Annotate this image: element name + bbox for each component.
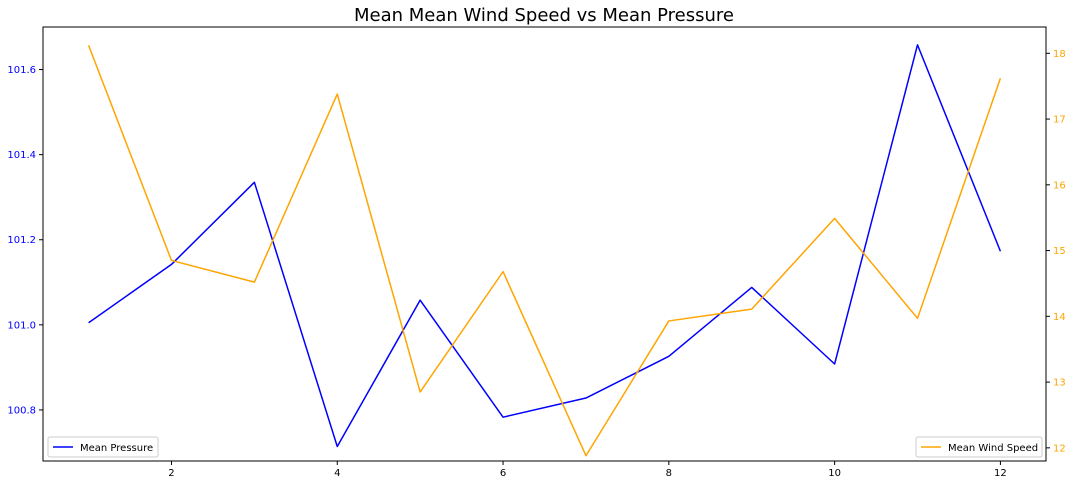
right-y-tick-label: 16 (1053, 180, 1066, 191)
chart-title: Mean Mean Wind Speed vs Mean Pressure (354, 5, 734, 26)
plot-area (87, 44, 1002, 457)
x-tick-label: 12 (994, 468, 1007, 479)
legend-box (47, 436, 159, 458)
axes: 2 4 6 8 10 12 100.8 101.0 101.2 101.4 101.6 12 13 14 1… (7, 49, 1065, 479)
x-tick-label: 8 (666, 468, 672, 479)
legends: Mean Pressure Mean Wind Speed (47, 436, 1043, 458)
x-tick-label: 4 (334, 468, 340, 479)
right-y-tick-label: 13 (1053, 378, 1066, 389)
left-y-tick-label: 101.0 (7, 320, 36, 331)
x-tick-label: 6 (500, 468, 506, 479)
legend-label: Mean Pressure (80, 443, 153, 454)
legend-mean-pressure: Mean Pressure (47, 436, 159, 458)
plot-frame (42, 26, 1047, 462)
x-tick-label: 10 (828, 468, 841, 479)
left-y-tick-label: 101.6 (7, 65, 36, 76)
legend-mean-wind-speed: Mean Wind Speed (915, 436, 1043, 458)
right-y-tick-label: 18 (1053, 49, 1066, 60)
legend-label: Mean Wind Speed (948, 443, 1038, 454)
right-y-tick-label: 15 (1053, 246, 1066, 257)
series-line-mean-wind-speed (87, 45, 1002, 457)
right-y-tick-label: 12 (1053, 443, 1066, 454)
left-y-tick-label: 101.2 (7, 235, 36, 246)
legend-box (915, 436, 1043, 458)
left-y-tick-label: 100.8 (7, 405, 36, 416)
x-tick-label: 2 (168, 468, 174, 479)
series-line-mean-pressure (88, 44, 1002, 448)
right-y-tick-label: 14 (1053, 312, 1066, 323)
right-y-tick-label: 17 (1053, 115, 1066, 126)
left-y-tick-label: 101.4 (7, 150, 36, 161)
